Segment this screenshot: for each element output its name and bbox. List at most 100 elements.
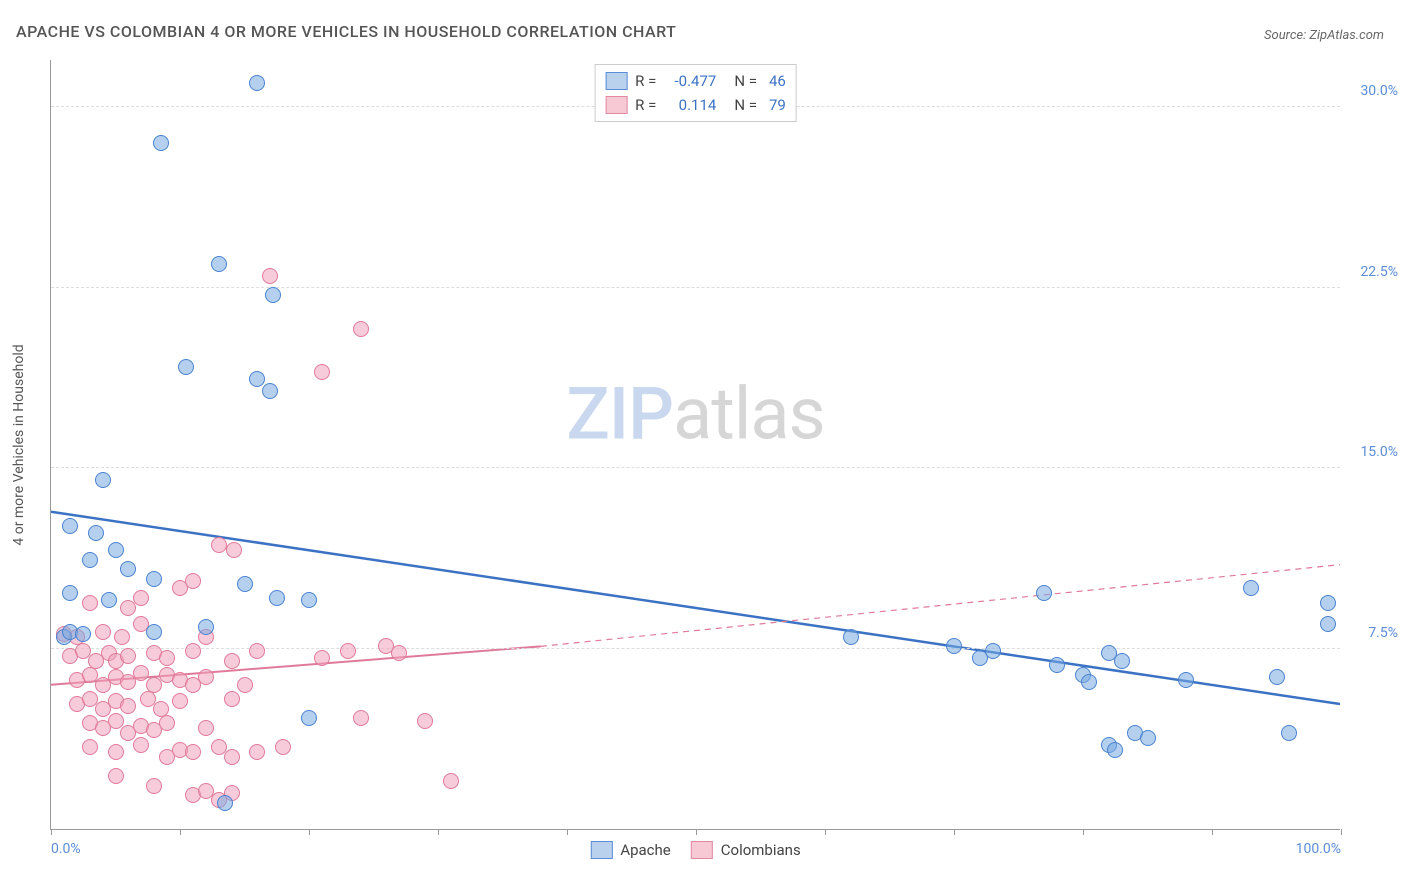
pink-point [226,542,242,558]
r-value-blue: -0.477 [664,72,716,90]
legend-row-blue: R = -0.477 N = 46 [605,69,786,93]
pink-point [211,537,227,553]
pink-point [108,713,124,729]
pink-point [114,629,130,645]
ytick-label: 22.5% [1360,264,1398,280]
pink-point [120,698,136,714]
pink-point [185,643,201,659]
pink-point [133,737,149,753]
swatch-blue-icon [590,841,612,859]
xtick-label: 100.0% [1296,841,1341,857]
n-label: N = [734,72,757,90]
blue-point [217,795,233,811]
xtick [954,829,955,835]
blue-point [101,592,117,608]
r-label: R = [635,72,656,90]
pink-point [417,713,433,729]
legend-label-apache: Apache [620,841,670,859]
pink-point [262,268,278,284]
r-value-pink: 0.114 [664,96,716,114]
n-value-pink: 79 [765,96,786,114]
gridline [51,287,1340,288]
pink-point [275,739,291,755]
legend-item-apache: Apache [590,841,670,859]
blue-point [1320,616,1336,632]
pink-point [249,643,265,659]
xtick [180,829,181,835]
watermark-zip: ZIP [566,371,673,456]
xtick [825,829,826,835]
pink-point [224,653,240,669]
swatch-pink-icon [691,841,713,859]
blue-point [108,542,124,558]
blue-point [120,561,136,577]
blue-point [301,592,317,608]
legend-item-colombians: Colombians [691,841,801,859]
pink-point [108,768,124,784]
ytick-label: 30.0% [1360,83,1398,99]
blue-point [1036,585,1052,601]
blue-point [262,383,278,399]
blue-point [301,710,317,726]
legend-label-colombians: Colombians [721,841,801,859]
pink-point [249,744,265,760]
swatch-blue-icon [605,72,627,90]
pink-point [133,590,149,606]
pink-point [237,677,253,693]
blue-point [249,371,265,387]
pink-point [198,669,214,685]
pink-point [82,595,98,611]
swatch-pink-icon [605,96,627,114]
pink-point [353,710,369,726]
blue-point [198,619,214,635]
pink-point [172,693,188,709]
blue-point [1140,730,1156,746]
pink-point [224,691,240,707]
blue-point [985,643,1001,659]
pink-point [146,778,162,794]
blue-point [269,590,285,606]
xtick [51,829,52,835]
blue-point [249,75,265,91]
chart-container: APACHE VS COLOMBIAN 4 OR MORE VEHICLES I… [0,0,1406,892]
blue-point [62,518,78,534]
pink-point [353,321,369,337]
y-axis-label: 4 or more Vehicles in Household [11,344,27,545]
pink-point [82,739,98,755]
blue-point [1049,657,1065,673]
pink-point [185,573,201,589]
blue-point [1081,674,1097,690]
pink-point [443,773,459,789]
r-label: R = [635,96,656,114]
blue-point [178,359,194,375]
xtick [696,829,697,835]
plot-area: 4 or more Vehicles in Household ZIPatlas… [50,60,1340,830]
pink-point [95,624,111,640]
blue-point [1114,653,1130,669]
xtick [1341,829,1342,835]
blue-point [75,626,91,642]
blue-point [211,256,227,272]
blue-point [1243,580,1259,596]
pink-point [133,665,149,681]
xtick [309,829,310,835]
xtick [567,829,568,835]
watermark-atlas: atlas [673,371,825,456]
blue-point [146,624,162,640]
blue-point [153,135,169,151]
trend-lines-svg [51,60,1340,829]
blue-point [82,552,98,568]
blue-point [88,525,104,541]
blue-point [1178,672,1194,688]
gridline [51,467,1340,468]
source-label: Source: ZipAtlas.com [1264,28,1384,43]
legend-stats: R = -0.477 N = 46 R = 0.114 N = 79 [594,64,797,122]
blue-point [146,571,162,587]
ytick-label: 15.0% [1360,444,1398,460]
n-value-blue: 46 [765,72,786,90]
xtick [1083,829,1084,835]
legend-row-pink: R = 0.114 N = 79 [605,93,786,117]
legend-series: Apache Colombians [590,841,800,859]
blue-point [843,629,859,645]
blue-point [95,472,111,488]
